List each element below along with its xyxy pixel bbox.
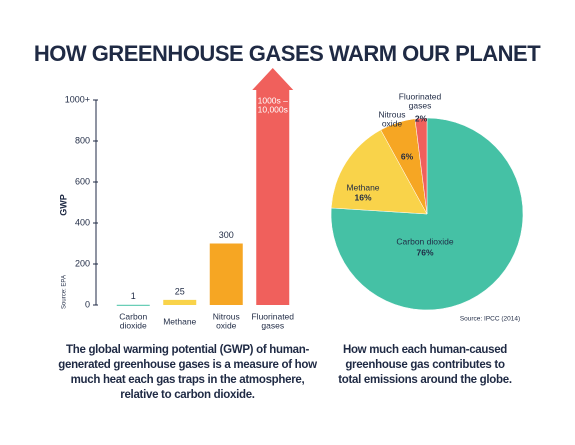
x-tick-label: Carbon dioxide <box>119 312 147 331</box>
slice-label: Carbon dioxide <box>396 236 453 246</box>
pie-slice <box>330 129 428 215</box>
title: HOW GREENHOUSE GASES WARM OUR PLANET <box>34 41 541 66</box>
source: Source: EPA <box>62 275 68 309</box>
slice-value: 76% <box>416 247 433 257</box>
pie-slice <box>330 117 524 311</box>
y-tick-label: 1000+ <box>65 94 90 104</box>
value-label: 25 <box>175 286 185 296</box>
slice-value: 16% <box>354 192 371 202</box>
value-label: 1 <box>131 291 136 301</box>
bar <box>209 243 243 305</box>
x-tick-label: Methane <box>163 316 196 326</box>
y-tick-label: 600 <box>75 176 90 186</box>
y-tick-label: 200 <box>75 258 90 268</box>
slice-label: Nitrous oxide <box>379 110 406 129</box>
slice-value: 2% <box>415 113 428 123</box>
y-tick-label: 400 <box>75 217 90 227</box>
x-tick-label: Nitrous oxide <box>213 312 240 331</box>
caption: The global warming potential (GWP) of hu… <box>58 344 317 401</box>
bar <box>116 304 150 306</box>
value-label: 300 <box>219 230 234 240</box>
slice-label: Methane <box>346 182 379 192</box>
caption: How much each human-caused greenhouse ga… <box>338 344 512 386</box>
source: Source: IPCC (2014) <box>460 316 520 323</box>
y-tick-label: 800 <box>75 135 90 145</box>
slice-label: Fluorinated gases <box>399 92 442 111</box>
slice-value: 6% <box>401 151 414 161</box>
bar-arrow <box>252 68 294 305</box>
y-axis-label: GWP <box>58 194 68 216</box>
bar <box>163 299 197 305</box>
pie-slice <box>414 117 428 215</box>
x-tick-label: Fluorinated gases <box>251 312 294 331</box>
y-tick-label: 0 <box>85 299 90 309</box>
value-label: 1000s –10,000s <box>258 96 289 115</box>
